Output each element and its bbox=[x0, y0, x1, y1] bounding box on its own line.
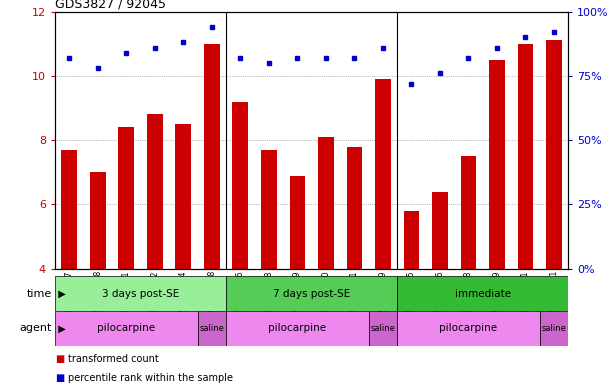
Bar bbox=[489, 60, 505, 269]
Bar bbox=[432, 192, 448, 269]
Text: GDS3827 / 92045: GDS3827 / 92045 bbox=[55, 0, 166, 10]
Text: ▶: ▶ bbox=[52, 289, 66, 299]
Bar bbox=[461, 156, 477, 269]
Text: pilocarpine: pilocarpine bbox=[97, 323, 155, 333]
Bar bbox=[226, 311, 368, 346]
Bar bbox=[55, 276, 226, 311]
Bar bbox=[226, 276, 397, 311]
Bar bbox=[232, 102, 248, 269]
Bar bbox=[546, 40, 562, 269]
Text: percentile rank within the sample: percentile rank within the sample bbox=[68, 373, 233, 383]
Text: immediate: immediate bbox=[455, 289, 511, 299]
Bar bbox=[368, 311, 397, 346]
Bar bbox=[204, 44, 219, 269]
Text: saline: saline bbox=[199, 324, 224, 333]
Text: ■: ■ bbox=[55, 354, 64, 364]
Bar bbox=[346, 147, 362, 269]
Bar bbox=[540, 311, 568, 346]
Bar bbox=[197, 311, 226, 346]
Bar bbox=[119, 127, 134, 269]
Text: 3 days post-SE: 3 days post-SE bbox=[102, 289, 179, 299]
Bar bbox=[403, 211, 419, 269]
Text: saline: saline bbox=[541, 324, 566, 333]
Text: transformed count: transformed count bbox=[68, 354, 159, 364]
Bar bbox=[397, 311, 540, 346]
Bar bbox=[147, 114, 163, 269]
Bar bbox=[375, 79, 391, 269]
Text: saline: saline bbox=[370, 324, 395, 333]
Text: ▶: ▶ bbox=[52, 323, 66, 333]
Bar bbox=[397, 276, 568, 311]
Text: pilocarpine: pilocarpine bbox=[439, 323, 497, 333]
Bar bbox=[175, 124, 191, 269]
Bar bbox=[61, 150, 77, 269]
Bar bbox=[318, 137, 334, 269]
Text: agent: agent bbox=[20, 323, 52, 333]
Text: ■: ■ bbox=[55, 373, 64, 383]
Bar bbox=[90, 172, 106, 269]
Bar bbox=[55, 311, 197, 346]
Text: time: time bbox=[27, 289, 52, 299]
Text: 7 days post-SE: 7 days post-SE bbox=[273, 289, 350, 299]
Bar bbox=[518, 44, 533, 269]
Text: pilocarpine: pilocarpine bbox=[268, 323, 326, 333]
Bar bbox=[290, 175, 306, 269]
Bar bbox=[261, 150, 277, 269]
